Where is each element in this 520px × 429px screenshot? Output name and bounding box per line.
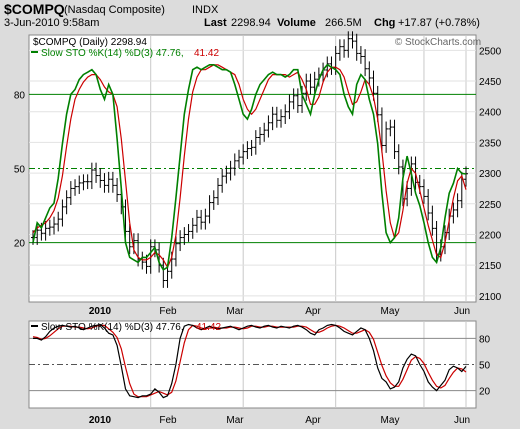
- sto-d-line: [32, 64, 467, 269]
- sto-tick-label: 20: [14, 239, 26, 250]
- timestamp: 3-Jun-2010 9:58am: [4, 17, 100, 29]
- volume-label: Volume: [277, 17, 316, 29]
- sto-tick-label: 50: [14, 165, 26, 176]
- lower-legend-d: 41.42: [196, 322, 221, 333]
- ticker-title: $COMPQ: [4, 1, 65, 17]
- price-tick-label: 2350: [479, 138, 502, 149]
- month-label: 2010: [89, 415, 112, 426]
- month-label: Mar: [226, 306, 244, 317]
- lower-d-line: [32, 324, 467, 398]
- price-tick-label: 2300: [479, 169, 502, 180]
- price-tick-label: 2400: [479, 108, 502, 119]
- month-label: Jun: [454, 415, 470, 426]
- index-name: (Nasdaq Composite): [64, 4, 165, 16]
- month-label: 2010: [89, 306, 112, 317]
- lower-legend: Slow STO %K(14) %D(3) 47.76,: [41, 322, 184, 333]
- month-label: Apr: [305, 306, 321, 317]
- month-label: Jun: [454, 306, 470, 317]
- last-label: Last: [204, 17, 227, 29]
- month-label: Feb: [159, 415, 177, 426]
- volume-value: 266.5M: [325, 17, 362, 29]
- month-label: May: [381, 306, 400, 317]
- ohlc-legend: $COMPQ (Daily) 2298.94: [33, 37, 147, 48]
- lower-tick-label: 50: [479, 361, 491, 372]
- chg-value: +17.87 (+0.78%): [398, 17, 480, 29]
- sto-legend: Slow STO %K(14) %D(3) 47.76,: [41, 48, 184, 59]
- lower-tick-label: 80: [479, 334, 491, 345]
- last-value: 2298.94: [231, 17, 271, 29]
- price-tick-label: 2150: [479, 261, 502, 272]
- sto-tick-label: 80: [14, 90, 26, 101]
- price-tick-label: 2500: [479, 46, 502, 57]
- month-label: May: [381, 415, 400, 426]
- sto-k-line: [32, 63, 467, 271]
- month-label: Apr: [305, 415, 321, 426]
- chg-label: Chg: [374, 17, 396, 29]
- price-tick-label: 2100: [479, 292, 502, 303]
- sto-legend-d: 41.42: [194, 48, 219, 59]
- month-label: Feb: [159, 306, 177, 317]
- month-label: Mar: [226, 415, 244, 426]
- lower-tick-label: 20: [479, 387, 491, 398]
- lower-k-line: [33, 323, 467, 399]
- exchange-label: INDX: [192, 4, 219, 16]
- price-tick-label: 2250: [479, 200, 502, 211]
- price-tick-label: 2200: [479, 230, 502, 241]
- watermark: © StockCharts.com: [395, 37, 481, 48]
- price-tick-label: 2450: [479, 77, 502, 88]
